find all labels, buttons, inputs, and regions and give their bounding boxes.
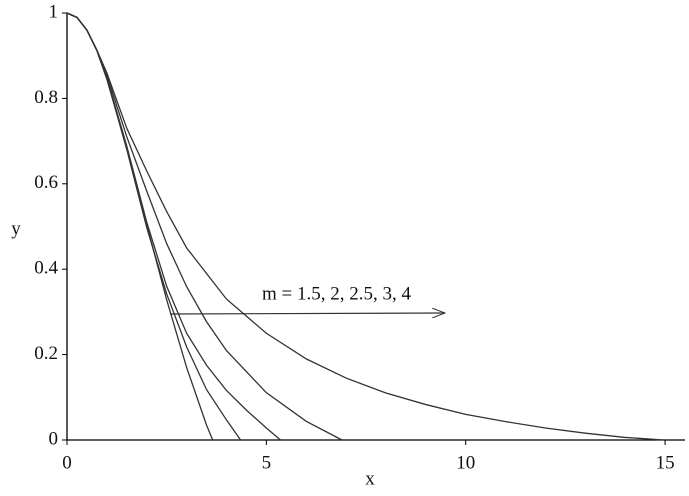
y-axis-label: y [11,218,21,239]
annotation-arrow [169,313,445,314]
x-tick-label: 5 [262,452,272,473]
y-tick-label: 1 [49,1,59,22]
curve [66,12,281,441]
x-tick-label: 10 [456,452,475,473]
y-tick-label: 0.4 [34,258,58,279]
x-axis-label: x [365,468,375,489]
y-tick-label: 0.6 [34,172,58,193]
y-tick-label: 0 [49,428,59,449]
y-tick-label: 0.8 [34,87,58,108]
annotation: m = 1.5, 2, 2.5, 3, 4 [262,283,411,304]
curve [66,12,664,441]
x-tick-label: 0 [62,452,72,473]
y-tick-label: 0.2 [34,343,58,364]
curve [66,12,214,441]
x-tick-label: 15 [656,452,675,473]
